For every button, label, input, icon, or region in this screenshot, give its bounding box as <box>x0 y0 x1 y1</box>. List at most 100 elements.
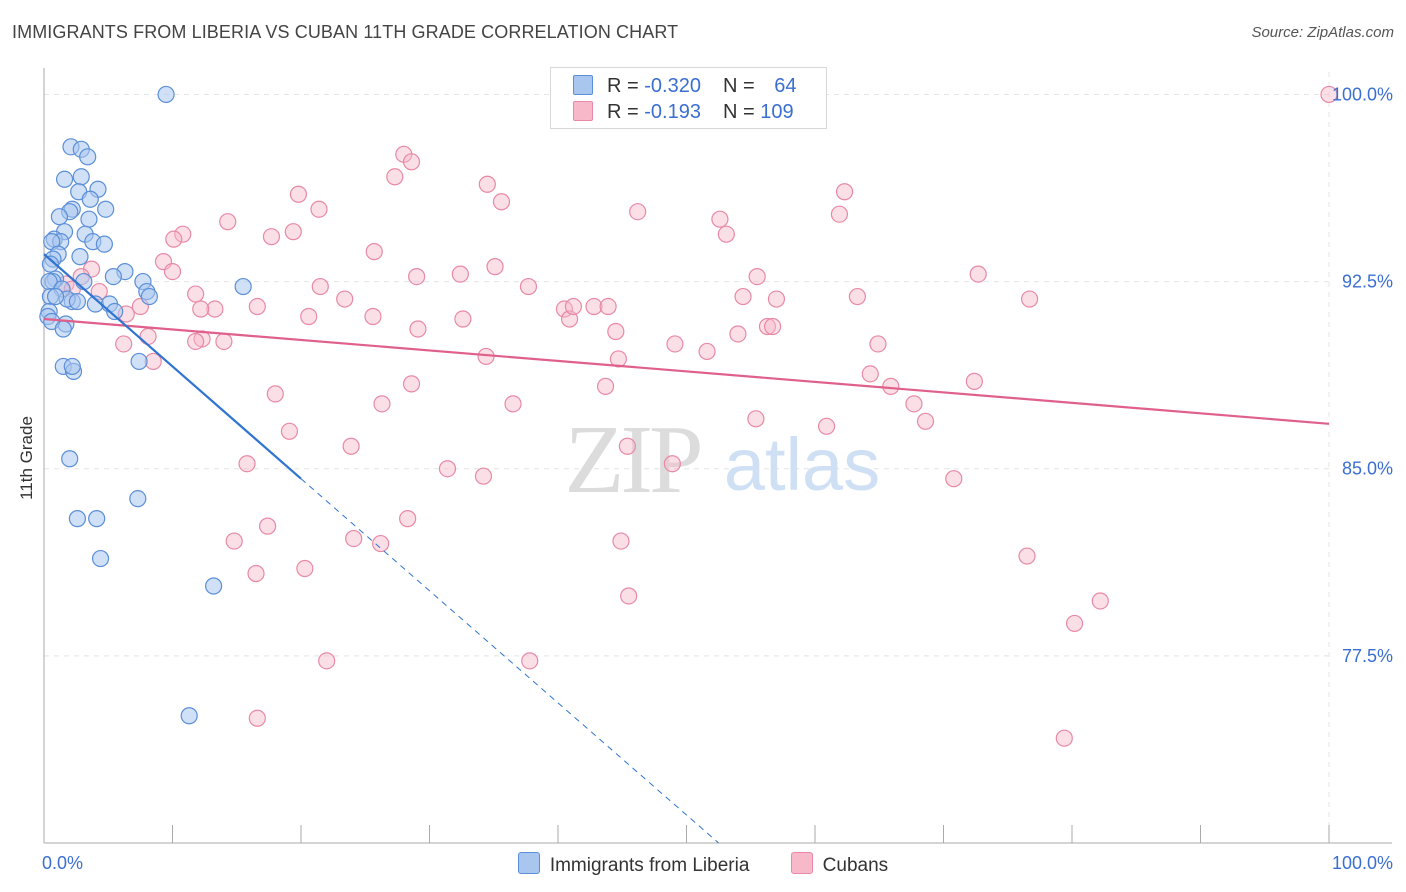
cuban-point <box>620 587 638 605</box>
liberia-point <box>46 287 65 306</box>
cuban-point <box>300 307 318 326</box>
cuban-point <box>1065 614 1084 633</box>
cuban-point <box>492 193 511 211</box>
cuban-point <box>238 455 256 473</box>
liberia-point <box>54 320 72 338</box>
series-liberia <box>39 85 252 725</box>
cuban-point <box>289 185 308 203</box>
cuban-point <box>1055 729 1073 747</box>
cuban-point <box>599 297 617 316</box>
cuban-point <box>364 307 382 326</box>
legend-r-label: R = <box>607 101 645 123</box>
legend-r-value: -0.320 <box>644 75 701 97</box>
cuban-point <box>192 300 210 318</box>
liberia-point <box>95 235 113 253</box>
cuban-point <box>564 297 583 316</box>
legend-row-cubans: R = -0.193 N = 109 <box>573 101 794 127</box>
cuban-point <box>365 243 383 261</box>
liberia-point <box>104 267 122 286</box>
cuban-point <box>258 517 277 535</box>
liberia-point <box>41 255 60 273</box>
liberia-point <box>129 490 147 508</box>
cuban-point <box>585 297 603 316</box>
legend-swatch-cubans <box>790 852 813 874</box>
cuban-point <box>262 228 281 246</box>
cuban-point <box>1091 592 1109 610</box>
cuban-point <box>486 258 504 276</box>
cuban-point <box>969 265 987 283</box>
y-axis-label: 11th Grade <box>17 416 36 500</box>
liberia-point <box>234 277 252 296</box>
cuban-point <box>402 375 421 393</box>
cuban-point <box>861 365 879 383</box>
cuban-point <box>916 412 935 430</box>
cuban-point <box>284 223 302 241</box>
cuban-point <box>504 395 522 413</box>
cuban-point <box>474 467 493 485</box>
cuban-point <box>767 290 786 308</box>
liberia-point <box>81 190 99 208</box>
liberia-point <box>91 549 110 568</box>
cuban-point <box>1020 290 1039 308</box>
cuban-point <box>225 532 243 550</box>
cuban-point <box>835 183 854 201</box>
cuban-point <box>1018 547 1036 565</box>
cuban-point <box>763 317 782 336</box>
legend-item-liberia[interactable]: Immigrants from Liberia <box>517 852 750 877</box>
legend-label-liberia: Immigrants from Liberia <box>549 855 750 876</box>
cuban-point <box>717 225 735 243</box>
liberia-point <box>157 85 175 104</box>
cuban-point <box>612 532 630 550</box>
legend-swatch-liberia <box>517 852 540 874</box>
liberia-point <box>61 450 79 468</box>
cuban-point <box>165 230 183 248</box>
cuban-point <box>758 317 777 336</box>
watermark: ZIP atlas <box>565 406 881 514</box>
liberia-point <box>97 200 115 218</box>
cuban-point <box>607 322 625 341</box>
x-tick-label: 100.0% <box>1332 853 1393 873</box>
cuban-point <box>711 210 729 228</box>
cuban-point <box>386 168 404 186</box>
cuban-point <box>115 335 133 353</box>
cuban-point <box>280 422 299 440</box>
cuban-point <box>438 460 457 478</box>
cubans-trend-line <box>43 317 1330 425</box>
cuban-point <box>248 297 266 316</box>
legend-item-cubans[interactable]: Cubans <box>790 852 889 877</box>
legend-n-label: N = <box>722 101 761 123</box>
cuban-point <box>187 285 205 303</box>
legend-label-cubans: Cubans <box>822 855 889 876</box>
y-tick-label: 85.0% <box>1342 459 1393 479</box>
cuban-point <box>345 529 363 548</box>
cuban-point <box>817 417 836 435</box>
cuban-point <box>869 335 887 353</box>
liberia-point <box>72 168 90 186</box>
liberia-point <box>75 272 93 291</box>
cuban-point <box>372 534 390 553</box>
liberia-point <box>63 357 81 376</box>
cuban-point <box>342 437 360 455</box>
grid-lines <box>44 72 1330 843</box>
liberia-point <box>68 510 87 528</box>
cuban-point <box>729 325 747 343</box>
cuban-point <box>965 372 983 390</box>
cuban-point <box>336 290 354 308</box>
cuban-point <box>318 652 336 670</box>
cuban-point <box>848 287 867 306</box>
cuban-point <box>248 709 266 727</box>
legend-r-label: R = <box>607 75 645 97</box>
tick-labels: 77.5% 85.0% 92.5% 100.0% 0.0% 100.0% <box>42 84 1393 873</box>
y-tick-label: 92.5% <box>1342 272 1393 292</box>
x-tick-label: 0.0% <box>42 853 83 873</box>
y-tick-label: 77.5% <box>1342 646 1393 666</box>
legend-n-value: 64 <box>774 75 797 97</box>
cuban-point <box>734 287 752 306</box>
cuban-point <box>519 277 538 296</box>
cuban-point <box>945 470 963 488</box>
cuban-point <box>478 175 496 193</box>
series-legend: Immigrants from Liberia Cubans <box>0 852 1406 877</box>
liberia-trend-extension <box>300 478 719 844</box>
cuban-point <box>451 265 469 283</box>
liberia-point <box>180 707 198 725</box>
